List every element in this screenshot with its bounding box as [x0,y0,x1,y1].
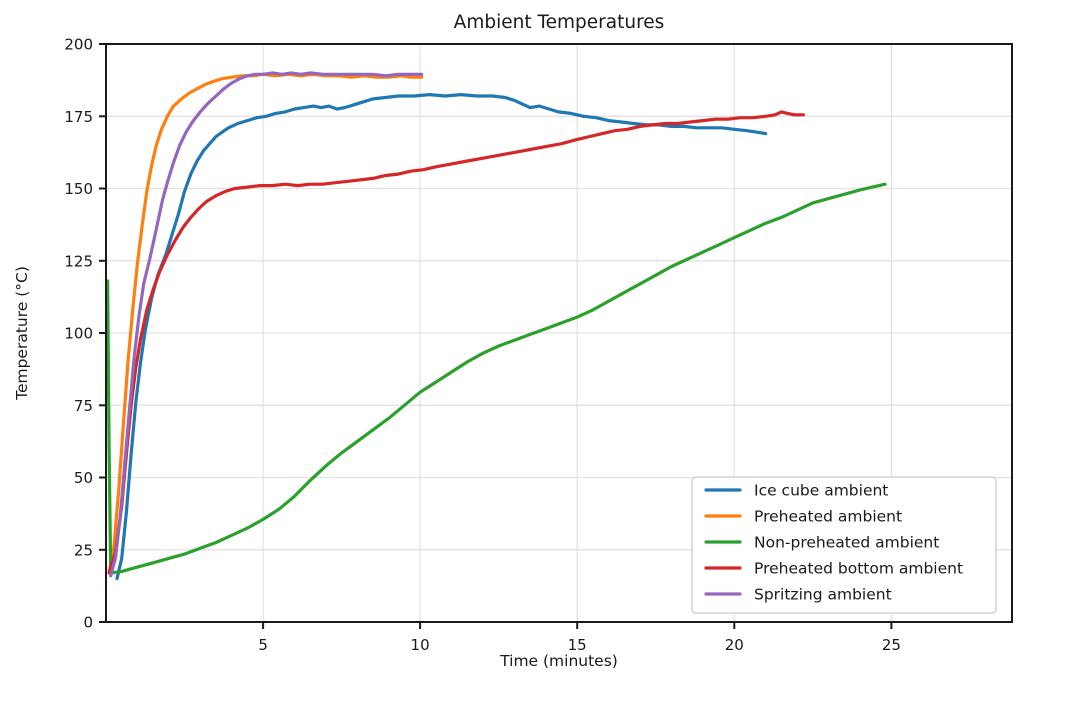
series-line-spritzing-ambient [109,71,424,578]
tick-label-y: 25 [74,541,93,559]
series-line-non-preheated-ambient [105,182,887,575]
legend: Ice cube ambient Preheated ambient Non-pre… [691,476,997,614]
x-axis-label: Time (minutes) [499,652,618,670]
legend-label-non-preheated-ambient: Non-preheated ambient [754,534,939,552]
legend-box [691,476,997,614]
tick-label-y: 75 [74,397,93,415]
tick-label-y: 0 [83,614,93,632]
tick-label-y: 50 [74,469,93,487]
series-line-preheated-ambient [107,72,424,575]
tick-label-x: 20 [725,636,744,654]
tick-label-y: 125 [64,252,93,270]
series-layer [105,71,887,581]
tick-label-y: 150 [64,180,93,198]
series-line-preheated-bottom-ambient [107,110,806,575]
axes-layer: 5 10 15 20 25 0 25 50 75 100 125 150 175 200 [64,36,1013,654]
tick-label-x: 25 [882,636,901,654]
legend-label-preheated-bottom-ambient: Preheated bottom ambient [754,560,963,578]
series-line-ice-cube-ambient [115,92,768,581]
legend-label-ice-cube-ambient: Ice cube ambient [754,482,888,500]
y-axis-label: Temperature (°C) [13,266,31,401]
legend-label-spritzing-ambient: Spritzing ambient [754,586,892,604]
tick-label-x: 10 [411,636,430,654]
legend-label-preheated-ambient: Preheated ambient [754,508,902,526]
tick-label-y: 200 [64,36,93,54]
chart-title: Ambient Temperatures [454,12,665,33]
tick-label-y: 175 [64,108,93,126]
tick-label-x: 5 [258,636,268,654]
tick-label-y: 100 [64,325,93,343]
tick-label-x: 15 [568,636,587,654]
